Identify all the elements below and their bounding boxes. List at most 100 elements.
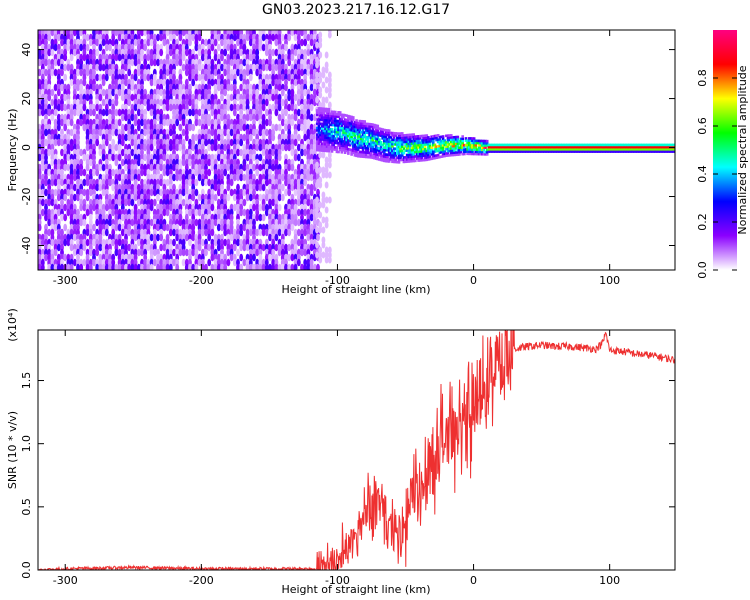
heatmap-cell xyxy=(236,248,240,257)
heatmap-cell xyxy=(441,135,445,138)
heatmap-cell xyxy=(188,73,192,82)
heatmap-cell xyxy=(60,178,64,187)
heatmap-cell xyxy=(274,108,279,117)
heatmap-cell xyxy=(85,68,90,77)
heatmap-cell xyxy=(69,143,74,152)
heatmap-cell xyxy=(92,83,96,92)
heatmap-cell xyxy=(178,173,183,182)
heatmap-cell xyxy=(47,218,52,227)
heatmap-cell xyxy=(178,58,183,67)
heatmap-cell xyxy=(213,68,218,77)
heatmap-cell xyxy=(223,48,228,57)
heatmap-cell xyxy=(321,151,326,159)
heatmap-cell xyxy=(79,30,84,37)
heatmap-cell xyxy=(287,228,292,237)
heatmap-cell xyxy=(85,43,90,52)
heatmap-cell xyxy=(204,178,208,187)
heatmap-cell xyxy=(159,163,164,172)
heatmap-cell xyxy=(351,116,355,119)
heatmap-cell xyxy=(111,168,116,177)
heatmap-cell xyxy=(72,48,77,57)
heatmap-cell xyxy=(149,38,154,47)
heatmap-cell xyxy=(82,218,87,227)
heatmap-cell xyxy=(210,128,215,137)
heatmap-cell xyxy=(327,91,332,99)
heatmap-cell xyxy=(98,93,103,102)
heatmap-cell xyxy=(204,138,208,147)
heatmap-cell xyxy=(178,33,183,42)
heatmap-cell xyxy=(143,263,148,270)
heatmap-cell xyxy=(318,51,323,59)
heatmap-cell xyxy=(38,153,42,162)
heatmap-cell xyxy=(216,243,221,252)
heatmap-cell xyxy=(140,263,144,270)
heatmap-cell xyxy=(194,133,199,142)
heatmap-cell xyxy=(76,68,80,77)
heatmap-cell xyxy=(181,63,186,72)
heatmap-cell xyxy=(124,163,128,172)
heatmap-cell xyxy=(162,168,167,177)
heatmap-cell xyxy=(85,178,90,187)
heatmap-cell xyxy=(95,63,100,72)
heatmap-cell xyxy=(88,158,93,167)
heatmap-cell xyxy=(258,153,263,162)
heatmap-cell xyxy=(79,118,84,127)
heatmap-cell xyxy=(149,58,154,67)
heatmap-cell xyxy=(82,203,87,212)
heatmap-cell xyxy=(280,183,285,192)
heatmap-cell xyxy=(133,263,138,270)
heatmap-cell xyxy=(324,66,329,74)
heatmap-cell xyxy=(175,263,180,270)
heatmap-cell xyxy=(127,98,132,107)
heatmap-cell xyxy=(318,211,323,219)
heatmap-cell xyxy=(296,153,301,162)
heatmap-cell xyxy=(143,43,148,52)
heatmap-cell xyxy=(63,223,68,232)
heatmap-cell xyxy=(387,129,391,132)
heatmap-cell xyxy=(136,68,141,77)
heatmap-cell xyxy=(56,263,61,270)
heatmap-cell xyxy=(149,163,154,172)
heatmap-cell xyxy=(220,93,224,102)
heatmap-cell xyxy=(296,258,301,267)
heatmap-cell xyxy=(191,123,196,132)
heatmap-cell xyxy=(63,193,68,202)
heatmap-cell xyxy=(117,153,122,162)
heatmap-cell xyxy=(136,238,141,247)
heatmap-cell xyxy=(44,68,48,77)
heatmap-cell xyxy=(133,233,138,242)
heatmap-cell xyxy=(66,188,71,197)
heatmap-cell xyxy=(290,223,295,232)
heatmap-cell xyxy=(200,263,205,270)
heatmap-cell xyxy=(95,48,100,57)
heatmap-cell xyxy=(101,98,106,107)
heatmap-cell xyxy=(226,183,231,192)
heatmap-cell xyxy=(101,263,106,270)
heatmap-cell xyxy=(60,118,64,127)
heatmap-cell xyxy=(47,148,52,157)
heatmap-cell xyxy=(127,198,132,207)
heatmap-cell xyxy=(82,78,87,87)
heatmap-cell xyxy=(165,118,170,127)
heatmap-cell xyxy=(95,168,100,177)
heatmap-cell xyxy=(114,30,119,37)
heatmap-cell xyxy=(85,163,90,172)
heatmap-cell xyxy=(40,208,45,217)
heatmap-cell xyxy=(172,248,176,257)
heatmap-cell xyxy=(50,98,55,107)
heatmap-cell xyxy=(172,238,176,247)
heatmap-cell xyxy=(53,83,58,92)
heatmap-cell xyxy=(60,83,64,92)
heatmap-cell xyxy=(213,38,218,47)
heatmap-cell xyxy=(140,168,144,177)
heatmap-cell xyxy=(363,120,366,123)
heatmap-cell xyxy=(47,108,52,117)
heatmap-cell xyxy=(200,178,205,187)
heatmap-cell xyxy=(162,223,167,232)
heatmap-cell xyxy=(92,238,96,247)
heatmap-cell xyxy=(76,83,80,92)
heatmap-cell xyxy=(98,63,103,72)
heatmap-cell xyxy=(207,233,212,242)
heatmap-cell xyxy=(220,53,224,62)
heatmap-cell xyxy=(287,188,292,197)
